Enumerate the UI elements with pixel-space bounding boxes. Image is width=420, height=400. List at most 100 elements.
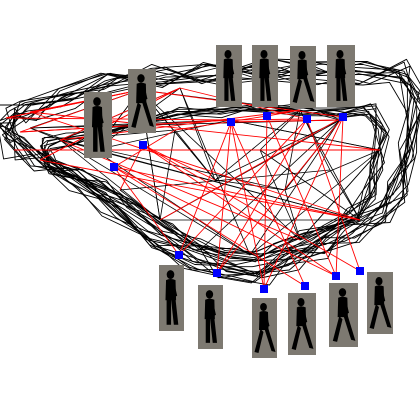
correspondence-edge bbox=[142, 144, 216, 181]
silhouette-part bbox=[93, 97, 101, 107]
manifold-node bbox=[263, 112, 271, 120]
mesh-chord bbox=[159, 219, 201, 251]
silhouette-part bbox=[375, 277, 383, 286]
manifold-node bbox=[332, 272, 340, 280]
silhouette-part bbox=[211, 300, 216, 316]
silhouette-part bbox=[336, 77, 341, 101]
silhouette-part bbox=[380, 304, 392, 328]
correspondence-edge bbox=[19, 89, 141, 133]
gait-frame-bottom-2 bbox=[198, 285, 223, 349]
correspondence-edge bbox=[266, 115, 337, 277]
silhouette-part bbox=[303, 61, 309, 76]
silhouette-part bbox=[297, 298, 305, 307]
silhouette-part bbox=[380, 287, 386, 302]
correspondence-edge bbox=[29, 111, 381, 151]
mesh-chord bbox=[159, 129, 176, 221]
silhouette-part bbox=[254, 329, 264, 353]
manifold-node bbox=[175, 251, 183, 259]
manifold-node bbox=[356, 267, 364, 275]
correspondence-edge bbox=[216, 118, 308, 274]
correspondence-edge bbox=[59, 87, 181, 141]
gait-frame-bottom-4 bbox=[288, 293, 316, 355]
mesh-inner-loop bbox=[41, 106, 388, 254]
gait-frame-top-2 bbox=[128, 69, 156, 133]
silhouette-part bbox=[210, 318, 218, 343]
mesh-chord bbox=[179, 87, 251, 256]
correspondence-edge bbox=[113, 166, 306, 287]
silhouette-part bbox=[265, 60, 271, 75]
gait-frame-top-3 bbox=[216, 45, 242, 107]
silhouette-part bbox=[137, 74, 145, 83]
correspondence-edge bbox=[113, 166, 337, 277]
silhouette-part bbox=[264, 329, 276, 352]
mesh-inner-loop bbox=[40, 103, 390, 261]
manifold-nodes bbox=[110, 112, 364, 293]
correspondence-edge bbox=[113, 166, 361, 221]
silhouette-part bbox=[93, 126, 98, 152]
silhouette-part bbox=[205, 290, 214, 299]
correspondence-edge bbox=[178, 121, 232, 256]
silhouette-frames bbox=[84, 45, 393, 358]
correspondence-edge bbox=[5, 117, 231, 121]
gait-frame-bottom-6 bbox=[367, 272, 393, 334]
silhouette-part bbox=[142, 102, 154, 127]
correspondence-edge bbox=[230, 121, 306, 287]
correspondence-edge bbox=[335, 116, 344, 277]
silhouette-part bbox=[302, 325, 314, 349]
manifold-node bbox=[110, 163, 118, 171]
gait-frame-bottom-3 bbox=[252, 298, 277, 358]
mesh-chord bbox=[229, 119, 381, 151]
manifold-node bbox=[301, 282, 309, 290]
correspondence-edge bbox=[216, 116, 344, 274]
mesh-chord bbox=[299, 219, 361, 241]
correspondence-edge bbox=[174, 115, 268, 131]
silhouette-part bbox=[229, 60, 235, 75]
silhouette-part bbox=[264, 77, 272, 101]
silhouette-part bbox=[260, 77, 265, 101]
gait-frame-bottom-1 bbox=[159, 265, 184, 331]
silhouette-part bbox=[97, 126, 105, 152]
silhouette-part bbox=[303, 78, 315, 102]
mesh-loop bbox=[0, 66, 415, 276]
silhouette-part bbox=[292, 78, 302, 103]
mesh-chord bbox=[284, 149, 381, 191]
silhouette-part bbox=[343, 316, 356, 341]
mesh-chord bbox=[259, 149, 361, 221]
silhouette-part bbox=[171, 299, 179, 325]
silhouette-part bbox=[224, 77, 229, 101]
mesh-loop bbox=[12, 61, 420, 277]
mesh-edges bbox=[0, 57, 420, 286]
correspondence-edge bbox=[178, 118, 308, 256]
correspondence-edge bbox=[142, 144, 337, 277]
correspondence-edge bbox=[113, 166, 180, 256]
silhouette-part bbox=[302, 308, 308, 323]
manifold-node bbox=[139, 141, 147, 149]
mesh-chord bbox=[329, 169, 361, 221]
silhouette-part bbox=[142, 84, 148, 100]
silhouette-part bbox=[205, 318, 211, 343]
silhouette-part bbox=[338, 288, 347, 297]
silhouette-part bbox=[166, 299, 172, 325]
silhouette-part bbox=[172, 281, 178, 297]
gait-frame-top-6 bbox=[327, 45, 355, 107]
mesh-loop bbox=[0, 61, 418, 274]
mesh-chord bbox=[214, 179, 286, 191]
correspondence-edge bbox=[306, 118, 361, 272]
silhouette-part bbox=[260, 303, 267, 311]
manifold-node bbox=[227, 118, 235, 126]
correspondence-edge bbox=[230, 119, 341, 123]
mesh-chord bbox=[179, 87, 216, 181]
mesh-loop bbox=[0, 58, 420, 286]
mesh-chord bbox=[59, 139, 251, 256]
mesh-chord bbox=[94, 149, 251, 256]
correspondence-edge bbox=[263, 116, 344, 290]
silhouette-part bbox=[291, 325, 301, 350]
mesh-loop bbox=[11, 63, 420, 279]
silhouette-part bbox=[260, 50, 268, 59]
correspondence-edge bbox=[216, 121, 232, 274]
manifold-node bbox=[260, 285, 268, 293]
manifold-node bbox=[339, 113, 347, 121]
silhouette-part bbox=[228, 77, 236, 101]
